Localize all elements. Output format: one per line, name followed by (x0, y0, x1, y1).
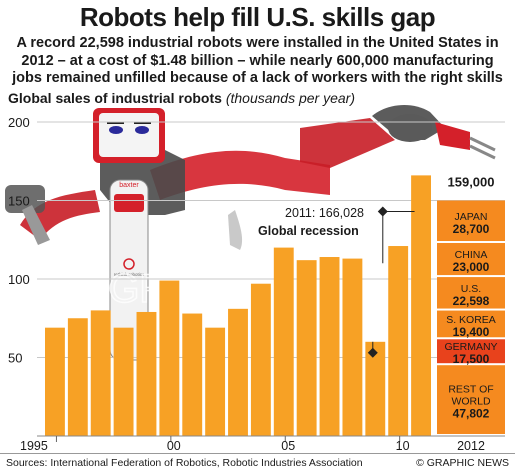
chart-title: Robots help fill U.S. skills gap (79, 2, 436, 32)
bar-1996 (67, 318, 88, 436)
chart-subtitle: A record 22,598 industrial robots were i… (12, 35, 503, 86)
robot-screen-brand: baxter (119, 182, 139, 189)
bar-2001 (182, 313, 203, 436)
bar-2010 (388, 246, 409, 436)
breakdown-value: 19,400 (453, 325, 490, 339)
bar-2000 (159, 280, 180, 436)
annotations: 2011: 166,028 Global recession (258, 206, 415, 358)
breakdown-value: 22,598 (453, 294, 490, 308)
breakdown-segment (437, 277, 505, 309)
sources-text: Sources: International Federation of Rob… (6, 457, 363, 469)
breakdown-name: WORLD (451, 396, 491, 408)
chart: baxter rethink robotics GRAPHIC NEWS 501… (5, 105, 505, 453)
robot-illustration: baxter rethink robotics (5, 105, 496, 361)
bar-2009 (365, 341, 386, 436)
bar-2008 (342, 258, 363, 436)
breakdown-value: 17,500 (453, 352, 490, 366)
bar-2003 (228, 308, 248, 436)
bar-2002 (205, 327, 226, 436)
total-2012-label: 159,000 (448, 175, 495, 190)
breakdown-segment (437, 243, 505, 276)
bar-1997 (90, 310, 111, 436)
x-tick-label: 00 (167, 439, 181, 453)
breakdown-value: 28,700 (453, 222, 490, 236)
breakdown-value: 47,802 (453, 407, 490, 421)
x-tick-label: 1995 (20, 439, 48, 453)
breakdown-segment (437, 339, 505, 364)
x-tick-label: 05 (281, 439, 295, 453)
y-axis-ticks: 50 100 150 200 (8, 115, 30, 366)
breakdown-segment (437, 310, 505, 338)
y-tick-label: 200 (8, 115, 30, 130)
chart-units: (thousands per year) (225, 90, 356, 106)
x-axis-ticks: 1995 00 05 10 (20, 436, 410, 453)
bar-1998 (113, 327, 134, 436)
breakdown-segment (437, 365, 505, 434)
credit-text: © GRAPHIC NEWS (416, 457, 509, 469)
breakdown-segment (437, 200, 505, 242)
y-tick-label: 100 (8, 272, 30, 287)
robot-body-logo: rethink robotics (114, 272, 145, 277)
breakdown-name: CHINA (455, 249, 488, 261)
bar-2004 (250, 283, 271, 436)
marker-diamond (377, 206, 388, 217)
breakdown-value: 23,000 (453, 260, 490, 274)
chart-heading: Global sales of industrial robots (thous… (8, 90, 355, 106)
breakdown-name: JAPAN (454, 211, 487, 223)
peak-2011-label: 2011: 166,028 (285, 206, 364, 220)
chart-heading-text: Global sales of industrial robots (8, 90, 222, 106)
recession-label: Global recession (258, 224, 359, 238)
breakdown-name: GERMANY (444, 341, 497, 353)
x-tick-label-2012: 2012 (457, 439, 485, 453)
bar-2011 (411, 175, 431, 436)
y-tick-label: 150 (8, 194, 30, 209)
bar-2007 (319, 257, 340, 436)
bar-1995 (45, 327, 65, 436)
breakdown-name: REST OF (448, 384, 493, 396)
breakdown-name: S. KOREA (446, 314, 496, 326)
breakdown-name: U.S. (461, 283, 481, 295)
y-tick-label: 50 (8, 351, 22, 366)
bar-2005 (273, 247, 294, 436)
footer: Sources: International Federation of Rob… (0, 453, 515, 472)
bars (37, 175, 505, 437)
bar-2006 (296, 260, 317, 436)
x-tick-label: 10 (396, 439, 410, 453)
bar-1999 (136, 311, 157, 436)
